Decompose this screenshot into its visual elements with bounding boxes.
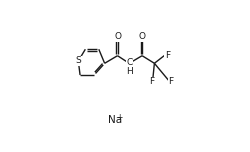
Text: S: S [75,56,81,66]
Text: +: + [116,113,122,123]
Text: F: F [164,51,170,60]
Text: F: F [148,77,154,86]
Text: O: O [114,32,120,41]
Text: C: C [126,58,132,67]
Text: H: H [125,67,132,76]
Text: O: O [138,32,145,41]
Text: F: F [168,77,173,86]
Text: Na: Na [107,115,121,125]
